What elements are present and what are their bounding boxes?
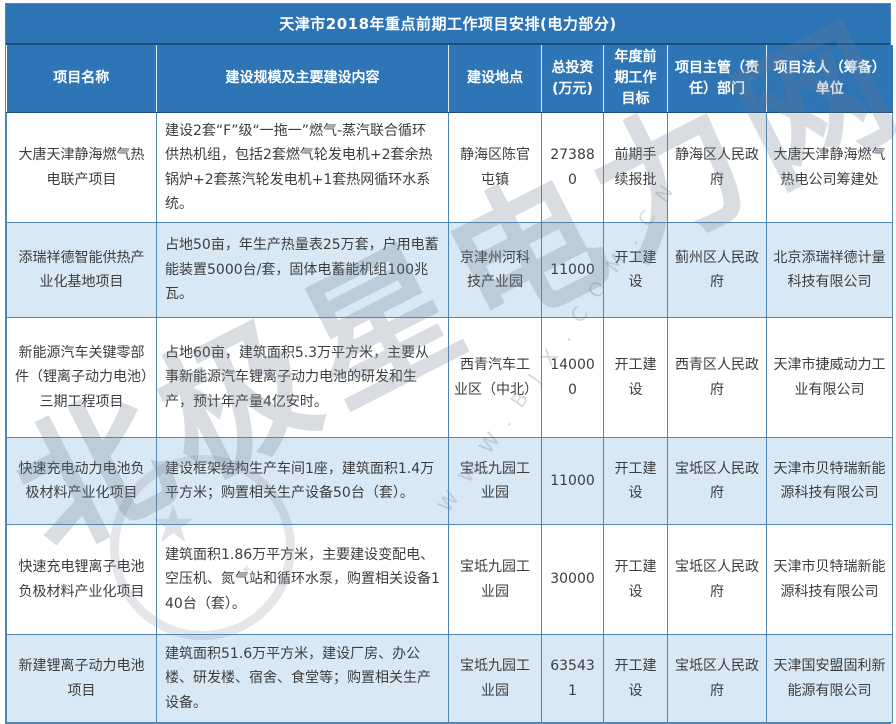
- cell-name: 快速充电动力电池负极材料产业化项目: [6, 437, 157, 525]
- cell-department: 宝坻区人民政府: [667, 634, 767, 723]
- table-row: 新建锂离子动力电池项目 建筑面积51.6万平方米，建设厂房、办公楼、研发楼、宿舍、…: [6, 634, 893, 723]
- cell-legal: 天津市贝特瑞新能源科技有限公司: [766, 524, 893, 635]
- cell-department: 蓟州区人民政府: [667, 222, 767, 318]
- cell-investment: 273880: [541, 112, 604, 223]
- cell-name: 新能源汽车关键零部件（锂离子动力电池）三期工程项目: [6, 317, 157, 438]
- cell-target: 开工建设: [603, 222, 668, 318]
- cell-location: 宝坻九园工业园: [448, 524, 542, 635]
- table-row: 快速充电动力电池负极材料产业化项目 建设框架结构生产车间1座，建筑面积1.4万平方…: [6, 437, 893, 525]
- table-row: 新能源汽车关键零部件（锂离子动力电池）三期工程项目 占地60亩，建筑面积5.3万平…: [6, 317, 893, 438]
- column-header-name: 项目名称: [6, 45, 157, 113]
- cell-target: 开工建设: [603, 634, 668, 723]
- cell-name: 大唐天津静海燃气热电联产项目: [6, 112, 157, 223]
- table-row: 添瑞祥德智能供热产业化基地项目 占地50亩，年生产热量表25万套，户用电蓄能装置5…: [6, 222, 893, 318]
- cell-investment: 635431: [541, 634, 604, 723]
- column-header-scale: 建设规模及主要建设内容: [156, 45, 449, 113]
- cell-target: 前期手续报批: [603, 112, 668, 223]
- cell-department: 西青区人民政府: [667, 317, 767, 438]
- table-row: 大唐天津静海燃气热电联产项目 建设2套“F”级“一拖一”燃气-蒸汽联合循环供热机组…: [6, 112, 893, 223]
- cell-scale: 建设2套“F”级“一拖一”燃气-蒸汽联合循环供热机组，包括2套燃气轮发电机+2套…: [156, 112, 449, 223]
- cell-location: 宝坻九园工业园: [448, 634, 542, 723]
- cell-investment: 140000: [541, 317, 604, 438]
- project-table: 项目名称 建设规模及主要建设内容 建设地点 总投资(万元) 年度前期工作目标 项目主管（责…: [6, 45, 893, 723]
- cell-name: 添瑞祥德智能供热产业化基地项目: [6, 222, 157, 318]
- cell-scale: 占地60亩，建筑面积5.3万平方米，主要从事新能源汽车锂离子动力电池的研发和生产…: [156, 317, 449, 438]
- cell-name: 新建锂离子动力电池项目: [6, 634, 157, 723]
- cell-target: 开工建设: [603, 524, 668, 635]
- cell-investment: 30000: [541, 524, 604, 635]
- column-header-target: 年度前期工作目标: [603, 45, 668, 113]
- cell-scale: 占地50亩，年生产热量表25万套，户用电蓄能装置5000台/套，固体电蓄能机组1…: [156, 222, 449, 318]
- cell-legal: 天津市捷威动力工业有限公司: [766, 317, 893, 438]
- cell-investment: 11000: [541, 222, 604, 318]
- cell-legal: 天津国安盟固利新能源有限公司: [766, 634, 893, 723]
- column-header-department: 项目主管（责任）部门: [667, 45, 767, 113]
- cell-department: 宝坻区人民政府: [667, 437, 767, 525]
- column-header-investment: 总投资(万元): [541, 45, 604, 113]
- table-title: 天津市2018年重点前期工作项目安排(电力部分): [6, 4, 890, 45]
- header-row: 项目名称 建设规模及主要建设内容 建设地点 总投资(万元) 年度前期工作目标 项目主管（责…: [6, 45, 893, 113]
- cell-legal: 大唐天津静海燃气热电公司筹建处: [766, 112, 893, 223]
- cell-department: 静海区人民政府: [667, 112, 767, 223]
- cell-legal: 天津市贝特瑞新能源科技有限公司: [766, 437, 893, 525]
- column-header-legal: 项目法人（筹备）单位: [766, 45, 893, 113]
- cell-location: 宝坻九园工业园: [448, 437, 542, 525]
- cell-scale: 建筑面积51.6万平方米，建设厂房、办公楼、研发楼、宿舍、食堂等；购置相关生产设…: [156, 634, 449, 723]
- cell-scale: 建设框架结构生产车间1座，建筑面积1.4万平方米；购置相关生产设备50台（套）。: [156, 437, 449, 525]
- cell-name: 快速充电锂离子电池负极材料产业化项目: [6, 524, 157, 635]
- cell-scale: 建筑面积1.86万平方米，主要建设变配电、空压机、氮气站和循环水泵，购置相关设备…: [156, 524, 449, 635]
- project-table-container: 天津市2018年重点前期工作项目安排(电力部分) 项目名称 建设规模及主要建设内容…: [5, 3, 893, 724]
- cell-location: 京津州河科技产业园: [448, 222, 542, 318]
- cell-investment: 11000: [541, 437, 604, 525]
- table-body: 大唐天津静海燃气热电联产项目 建设2套“F”级“一拖一”燃气-蒸汽联合循环供热机组…: [6, 112, 893, 723]
- table-header: 项目名称 建设规模及主要建设内容 建设地点 总投资(万元) 年度前期工作目标 项目主管（责…: [6, 45, 893, 113]
- column-header-location: 建设地点: [448, 45, 542, 113]
- cell-legal: 北京添瑞祥德计量科技有限公司: [766, 222, 893, 318]
- cell-department: 宝坻区人民政府: [667, 524, 767, 635]
- cell-location: 静海区陈官屯镇: [448, 112, 542, 223]
- cell-target: 开工建设: [603, 437, 668, 525]
- table-row: 快速充电锂离子电池负极材料产业化项目 建筑面积1.86万平方米，主要建设变配电、空…: [6, 524, 893, 635]
- cell-target: 开工建设: [603, 317, 668, 438]
- cell-location: 西青汽车工业区（中北）: [448, 317, 542, 438]
